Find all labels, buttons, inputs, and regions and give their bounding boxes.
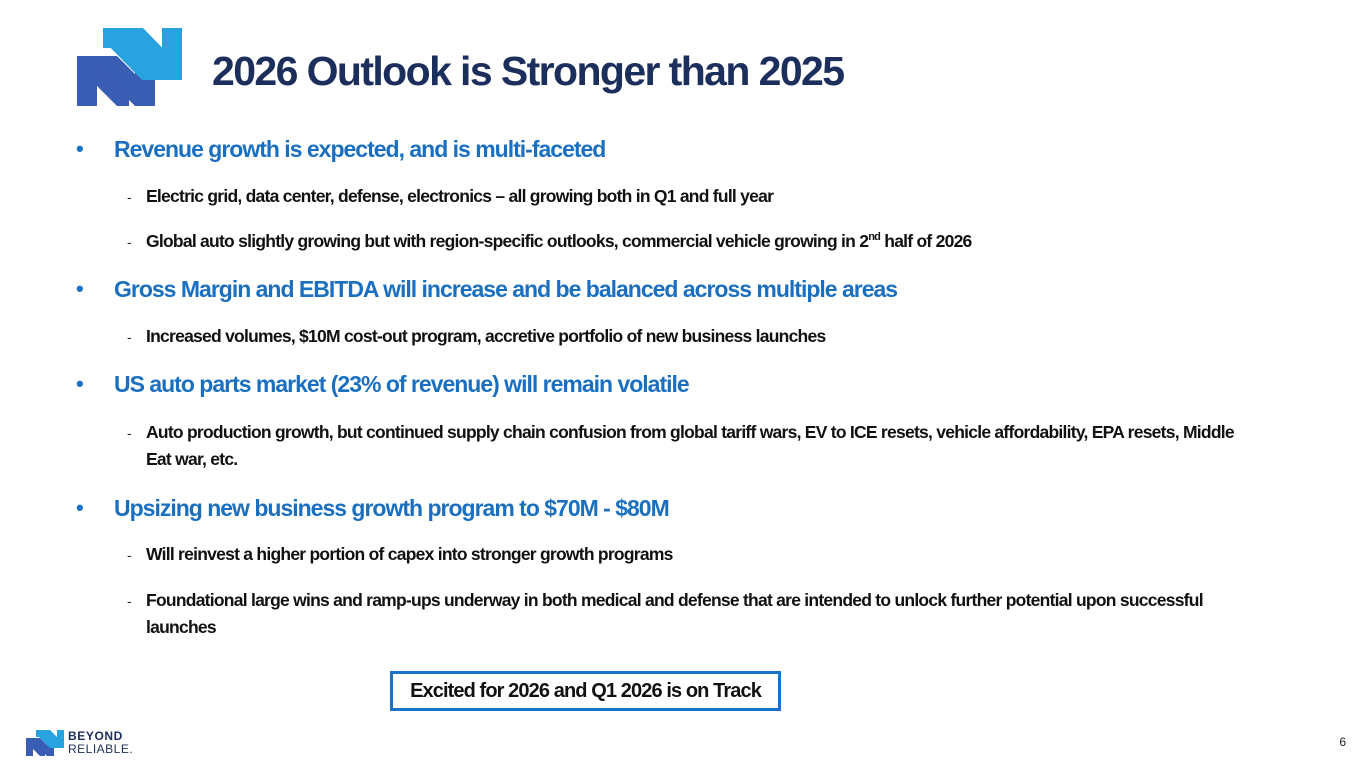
callout-box: Excited for 2026 and Q1 2026 is on Track — [390, 671, 781, 711]
sub-bullet-marker: - — [127, 329, 132, 345]
page-title: 2026 Outlook is Stronger than 2025 — [212, 48, 845, 94]
sub-bullet-text: Increased volumes, $10M cost-out program… — [146, 326, 826, 346]
callout-text: Excited for 2026 and Q1 2026 is on Track — [410, 679, 762, 702]
sub-bullet-marker: - — [127, 547, 132, 563]
sub-bullet-marker: - — [127, 425, 132, 441]
company-logo-icon — [77, 28, 182, 106]
sub-bullet-text: Foundational large wins and ramp-ups und… — [146, 590, 1204, 637]
sub-bullet-marker: - — [127, 593, 132, 609]
bullet-marker: • — [76, 371, 84, 396]
footer-logo-icon — [26, 730, 64, 756]
sub-bullet-marker: - — [127, 234, 132, 250]
sub-bullet-text: Auto production growth, but continued su… — [146, 422, 1235, 469]
sub-bullet-marker: - — [127, 189, 132, 205]
bullet-heading: Gross Margin and EBITDA will increase an… — [114, 276, 898, 302]
footer-logo-text-beyond: BEYOND — [68, 729, 123, 743]
sub-bullet-text: Global auto slightly growing but with re… — [146, 231, 972, 251]
footer-logo-text-reliable: RELIABLE. — [68, 742, 134, 756]
bullet-marker: • — [76, 276, 84, 301]
sub-bullet-text: Electric grid, data center, defense, ele… — [146, 186, 774, 206]
bullet-heading: Upsizing new business growth program to … — [114, 495, 670, 521]
bullet-heading: Revenue growth is expected, and is multi… — [114, 136, 606, 162]
sub-bullet-text: Will reinvest a higher portion of capex … — [146, 544, 673, 564]
bullet-heading: US auto parts market (23% of revenue) wi… — [114, 371, 690, 397]
bullet-marker: • — [76, 495, 84, 520]
page-number: 6 — [1339, 735, 1346, 749]
superscript: nd — [868, 231, 881, 244]
bullet-marker: • — [76, 136, 84, 161]
